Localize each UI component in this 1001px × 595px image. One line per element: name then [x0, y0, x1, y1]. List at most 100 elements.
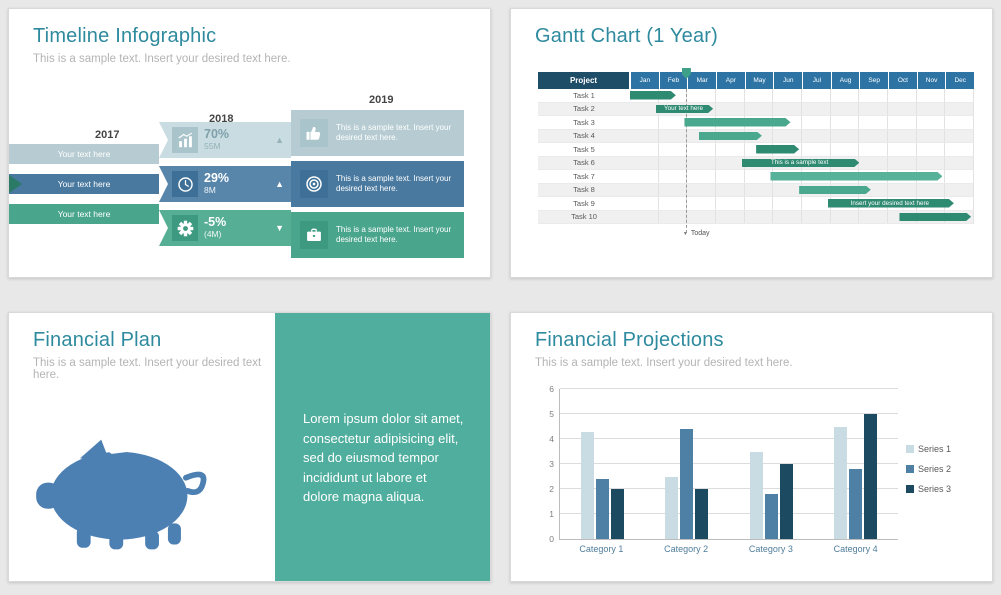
grid-cell: [716, 102, 745, 115]
task-name-cell: Task 8: [538, 183, 630, 197]
gridline: [560, 513, 898, 514]
grid-cell: [659, 170, 688, 183]
clock-icon: [177, 176, 194, 193]
grid-cell: [630, 143, 659, 156]
grid-cell: [888, 116, 917, 129]
grid-cell: [716, 170, 745, 183]
grid-cell: [945, 210, 975, 223]
grid-cell: [659, 129, 688, 142]
task-name-cell: Task 6: [538, 156, 630, 170]
icon-box: [172, 127, 198, 153]
icon-box: [300, 221, 328, 249]
bar-group: [645, 389, 730, 539]
year-label-2019: 2019: [369, 94, 394, 106]
timeline-left-band-label: Your text here: [57, 209, 111, 219]
grid-cell: [773, 183, 803, 196]
icon-box: [172, 171, 198, 197]
thumbs-up-icon: [305, 124, 323, 142]
task-name-cell: Task 3: [538, 116, 630, 130]
grid-cell: [802, 197, 831, 210]
legend-item: Series 1: [906, 444, 970, 454]
grid-cell: [773, 89, 803, 102]
grid-cell: [802, 210, 831, 223]
legend-swatch: [906, 484, 914, 493]
timeline-text-block: This is a sample text. Insert your desir…: [291, 110, 464, 156]
grid-cell: [659, 183, 688, 196]
timeline-left-band-label: Your text here: [57, 149, 111, 159]
bar-series-1: [580, 431, 594, 539]
month-header-cell: Mar: [687, 72, 717, 89]
task-timeline-cells: Insert your desired text here: [630, 197, 975, 211]
task-timeline-cells: [630, 210, 975, 224]
task-timeline-cells: [630, 170, 975, 184]
slide-timeline-infographic: Timeline Infographic This is a sample te…: [8, 8, 491, 278]
grid-cell: [888, 143, 917, 156]
grid-cell: [888, 183, 917, 196]
grid-cell: [831, 102, 860, 115]
grid-cell: [716, 210, 745, 223]
timeline-left-column: Your text here Your text here Your text he…: [9, 144, 159, 224]
grid-cell: [630, 129, 659, 142]
grid-cell: [745, 102, 774, 115]
chart-legend: Series 1 Series 2 Series 3: [898, 383, 970, 554]
gridline: [560, 488, 898, 489]
block-text: This is a sample text. Insert your desir…: [336, 122, 452, 142]
grid-cell: [716, 156, 745, 169]
grid-cell: [659, 143, 688, 156]
briefcase-icon: [305, 226, 323, 244]
grid-cell: [917, 102, 946, 115]
bar-series-1: [749, 451, 763, 539]
grid-cell: [745, 89, 774, 102]
grid-cell: [945, 129, 975, 142]
grid-cell: [716, 183, 745, 196]
bar-group: [560, 389, 645, 539]
grid-cell: [802, 102, 831, 115]
today-callout: ▼ Today: [683, 230, 710, 237]
grid-cell: [716, 197, 745, 210]
category-label: Category 3: [748, 544, 793, 554]
grid-cell: [888, 89, 917, 102]
stat-values: -5% (4M): [204, 216, 226, 239]
grid-cell: [831, 143, 860, 156]
grid-cell: [945, 116, 975, 129]
grid-cell: [859, 116, 889, 129]
grid-cell: [659, 116, 688, 129]
grid-cell: [716, 89, 745, 102]
month-header-cell: May: [744, 72, 774, 89]
timeline-middle-column: 70% 55M ▲ 29% 8M ▲ -5% (4M) ▼: [159, 122, 291, 246]
grid-cell: [687, 183, 717, 196]
task-timeline-cells: [630, 116, 975, 130]
gantt-bar: This is a sample text: [742, 159, 860, 168]
task-timeline-cells: [630, 89, 975, 103]
slide-subtitle: This is a sample text. Insert your desir…: [33, 357, 262, 381]
month-header-cell: Jan: [630, 72, 659, 89]
gantt-body: Task 1 Task 2 Your text here Task 3 Task 4 Ta…: [538, 89, 975, 224]
grid-cell: [802, 143, 831, 156]
grid-cell: [687, 210, 717, 223]
month-header-cell: Dec: [945, 72, 975, 89]
month-header-cell: Jul: [802, 72, 831, 89]
bar-group: [814, 389, 899, 539]
grid-cell: [945, 89, 975, 102]
grid-cell: [888, 129, 917, 142]
gantt-task-row: Task 5: [538, 143, 975, 157]
month-header-cell: Aug: [830, 72, 860, 89]
y-tick-label: 2: [549, 484, 554, 494]
grid-cell: [859, 156, 889, 169]
gantt-bar: [756, 145, 799, 154]
icon-box: [300, 119, 328, 147]
grid-cell: [859, 129, 889, 142]
today-label: Today: [690, 230, 710, 237]
gantt-task-row: Task 9 Insert your desired text here: [538, 197, 975, 211]
grid-cell: [888, 156, 917, 169]
timeline-left-band-label: Your text here: [57, 179, 111, 189]
slide-subtitle: This is a sample text. Insert your desir…: [535, 357, 793, 369]
task-name-cell: Task 1: [538, 89, 630, 103]
month-header-cell: Nov: [916, 72, 946, 89]
chart-plot: [559, 388, 899, 540]
grid-cell: [630, 197, 659, 210]
grid-cell: [917, 156, 946, 169]
grid-cell: [687, 170, 717, 183]
